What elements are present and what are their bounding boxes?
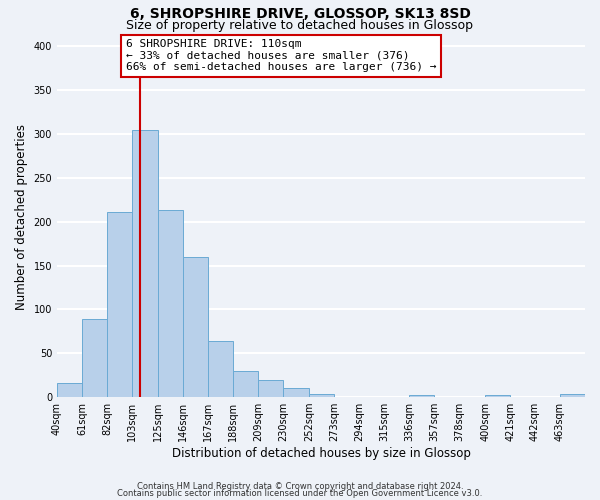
Bar [309,394,334,397]
Bar [560,394,585,397]
Bar [82,319,107,397]
Text: Size of property relative to detached houses in Glossop: Size of property relative to detached ho… [127,19,473,32]
Bar [183,257,208,397]
Bar [409,396,434,397]
Text: 6, SHROPSHIRE DRIVE, GLOSSOP, SK13 8SD: 6, SHROPSHIRE DRIVE, GLOSSOP, SK13 8SD [130,8,470,22]
Bar [283,388,309,397]
Bar [233,371,258,397]
Y-axis label: Number of detached properties: Number of detached properties [15,124,28,310]
X-axis label: Distribution of detached houses by size in Glossop: Distribution of detached houses by size … [172,447,470,460]
Bar [208,341,233,397]
Bar [485,396,510,397]
Text: 6 SHROPSHIRE DRIVE: 110sqm
← 33% of detached houses are smaller (376)
66% of sem: 6 SHROPSHIRE DRIVE: 110sqm ← 33% of deta… [125,40,436,72]
Bar [57,383,82,397]
Bar [107,212,132,397]
Text: Contains public sector information licensed under the Open Government Licence v3: Contains public sector information licen… [118,488,482,498]
Text: Contains HM Land Registry data © Crown copyright and database right 2024.: Contains HM Land Registry data © Crown c… [137,482,463,491]
Bar [132,130,158,397]
Bar [258,380,283,397]
Bar [158,210,183,397]
